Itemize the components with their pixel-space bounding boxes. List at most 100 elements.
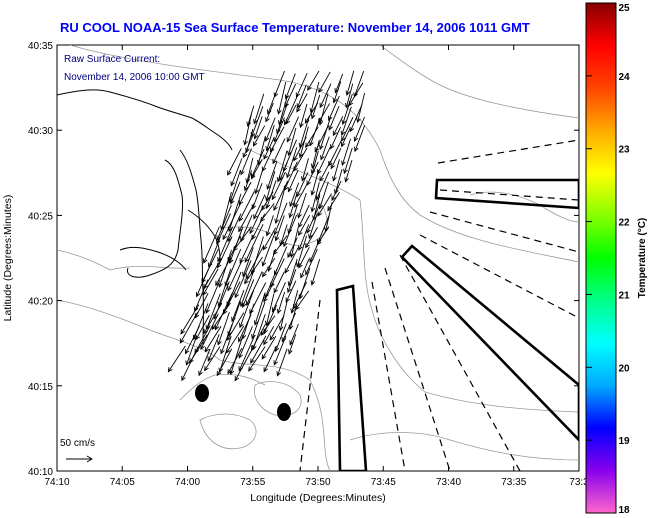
current-vector [216, 213, 231, 245]
current-vector [243, 114, 252, 146]
current-vector [307, 70, 320, 91]
colorbar-tick-label: 22 [618, 218, 630, 229]
map-content [57, 45, 579, 471]
x-tick-label: 74:05 [110, 477, 135, 488]
y-tick-label: 40:10 [28, 467, 53, 478]
current-vector [273, 202, 288, 236]
current-vector [305, 227, 318, 249]
y-tick-label: 40:15 [28, 382, 53, 393]
current-vector [332, 81, 342, 104]
current-vector [253, 116, 263, 140]
current-vector [276, 103, 288, 135]
current-vector [331, 180, 342, 202]
current-vector [301, 158, 309, 182]
current-vector [276, 291, 286, 315]
current-vector [265, 170, 276, 202]
scale-arrow [66, 455, 93, 463]
current-vector [238, 181, 252, 206]
current-vector [184, 325, 200, 355]
current-vector [207, 334, 220, 362]
chart-title: RU COOL NOAA-15 Sea Surface Temperature:… [60, 20, 530, 35]
current-vector [185, 335, 198, 366]
x-tick-label: 73:35 [501, 477, 526, 488]
current-vector [179, 312, 198, 344]
colorbar-label: Temperature (°C) [637, 218, 648, 299]
scale-label: 50 cm/s [60, 438, 95, 449]
current-vector [203, 226, 220, 264]
current-vector [238, 326, 253, 359]
current-vector [194, 293, 209, 319]
current-vector [284, 247, 299, 274]
current-vector [273, 180, 289, 212]
current-vector [288, 334, 297, 355]
current-vector [273, 335, 287, 366]
colorbar-tick-label: 24 [618, 72, 630, 83]
current-vector [298, 204, 310, 229]
current-vector [251, 213, 266, 241]
x-tick-label: 74:10 [44, 477, 69, 488]
colorbar-tick-label: 19 [618, 436, 630, 447]
y-axis-label: Latitude (Degrees:Minutes) [2, 195, 14, 322]
current-vector [320, 136, 330, 161]
current-vector [272, 138, 286, 165]
current-vector [274, 190, 285, 225]
current-vector [285, 280, 297, 303]
current-vector [276, 348, 288, 377]
current-vector [353, 116, 365, 143]
current-vector [261, 257, 276, 278]
current-vector [252, 125, 266, 147]
current-vector [298, 246, 310, 269]
current-vector [319, 117, 331, 151]
current-vector [200, 313, 219, 350]
current-vector [211, 304, 230, 331]
current-vector [293, 136, 307, 162]
current-vector [263, 136, 275, 160]
current-vector [285, 104, 297, 125]
current-vector [239, 234, 254, 264]
current-vector [288, 191, 298, 219]
colorbar-tick-label: 21 [618, 290, 630, 301]
current-vector [251, 182, 263, 210]
x-tick-label: 73:55 [240, 477, 265, 488]
current-vector [271, 171, 286, 201]
current-vector [250, 158, 263, 180]
current-vector [254, 170, 263, 195]
current-vector [263, 326, 275, 346]
colorbar-tick-label: 23 [618, 145, 630, 156]
current-vector [241, 279, 255, 309]
current-vector [262, 227, 277, 251]
current-vector [218, 335, 232, 373]
current-vector [298, 224, 310, 251]
current-vector [227, 260, 243, 292]
current-vector [269, 126, 285, 153]
current-vector [286, 116, 300, 143]
annotation-line-1: Raw Surface Current: [64, 54, 160, 65]
current-vector [260, 315, 276, 336]
current-vector [295, 72, 308, 98]
coastline [57, 89, 233, 346]
coverage-lines [299, 139, 579, 471]
colorbar [585, 2, 617, 514]
current-vector [297, 192, 307, 219]
current-vectors [167, 70, 366, 382]
current-vector [234, 347, 254, 382]
current-vector [239, 290, 255, 329]
current-vector [310, 259, 321, 286]
station-marker [195, 384, 209, 402]
current-vector [261, 191, 274, 211]
current-vector [318, 71, 331, 94]
current-vector [217, 268, 232, 308]
current-vector [229, 336, 243, 376]
colorbar-tick-label: 25 [618, 3, 630, 14]
current-vector [227, 347, 243, 375]
current-vector [180, 304, 200, 335]
current-vector [354, 125, 366, 153]
current-vector [310, 169, 320, 196]
current-vector [328, 105, 340, 131]
current-vector [250, 335, 267, 364]
y-tick-label: 40:35 [28, 41, 53, 52]
current-vector [341, 116, 354, 142]
current-vector [195, 268, 209, 298]
current-vector [305, 126, 319, 149]
current-vector [245, 157, 254, 184]
